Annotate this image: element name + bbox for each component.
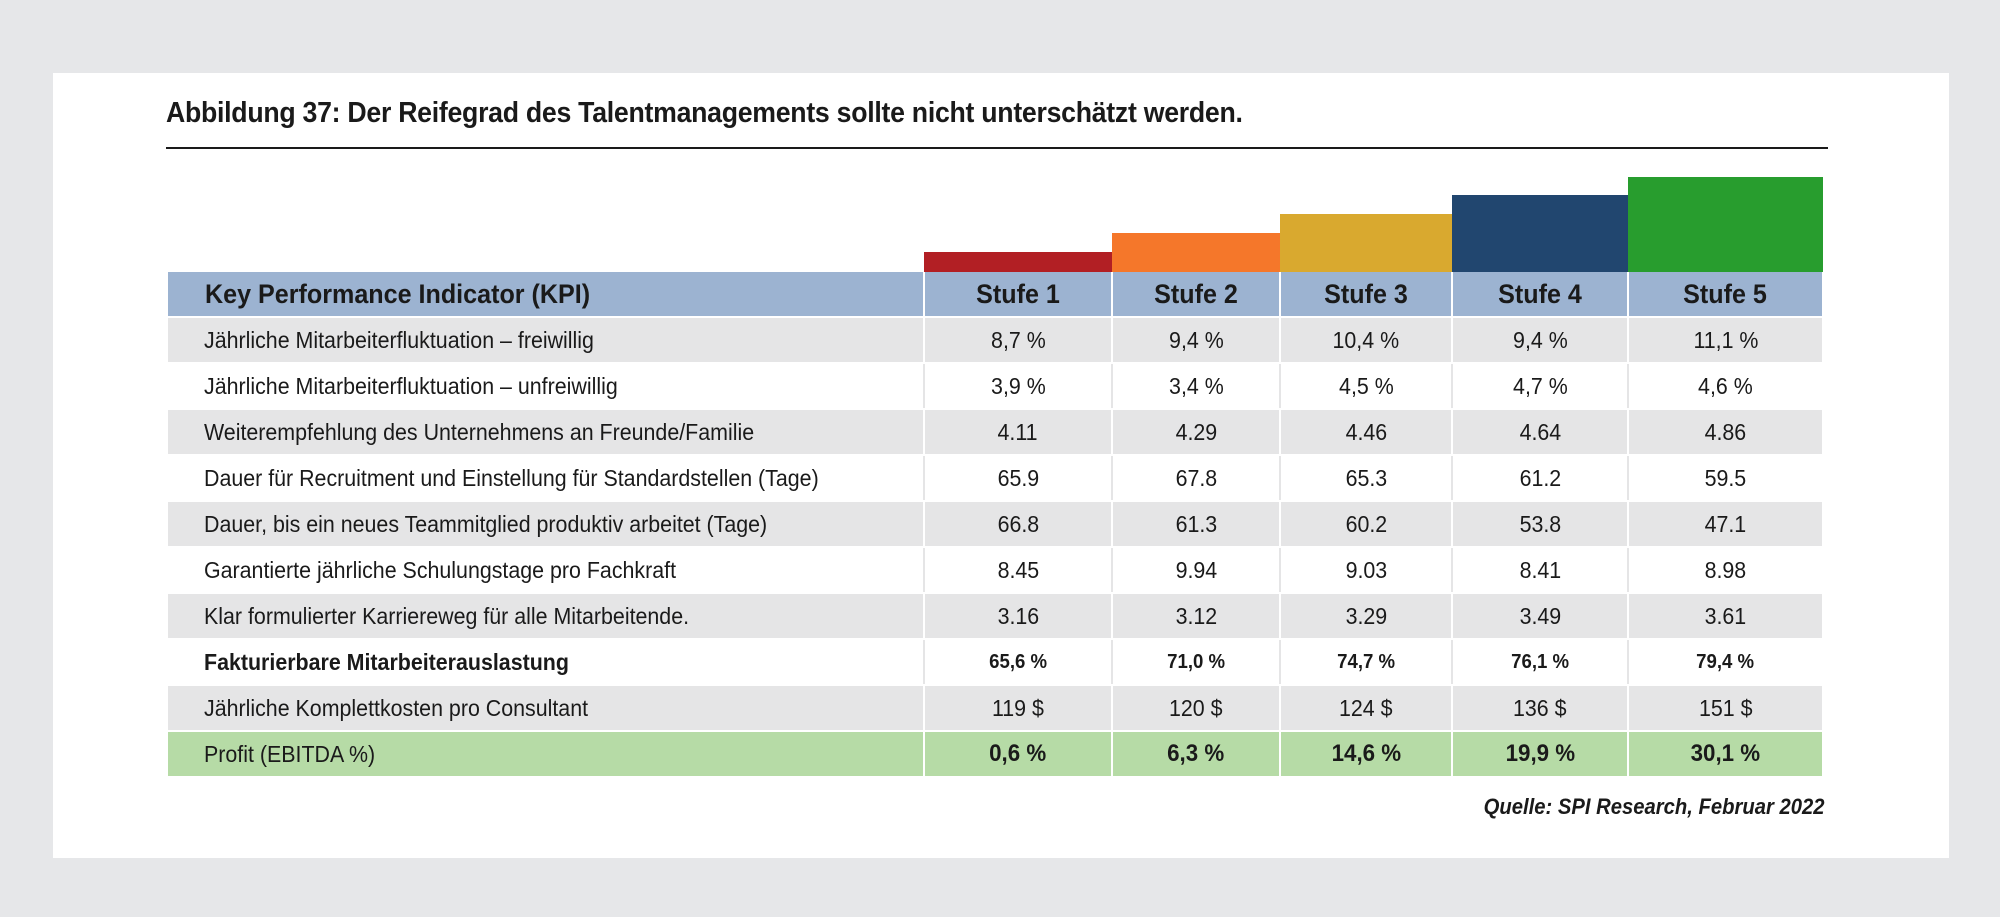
kpi-label: Profit (EBITDA %) <box>168 731 925 778</box>
kpi-value-stage-4: 53.8 <box>1452 501 1629 548</box>
kpi-value-stage-2: 71,0 % <box>1112 639 1281 686</box>
kpi-value-stage-2: 120 $ <box>1112 685 1281 732</box>
table-row: Klar formulierter Karriereweg für alle M… <box>168 593 1824 640</box>
kpi-value-stage-1: 66.8 <box>924 501 1113 548</box>
kpi-value-stage-5: 59.5 <box>1628 455 1824 502</box>
kpi-value-stage-3: 65.3 <box>1280 455 1453 502</box>
kpi-value-stage-4: 4.64 <box>1452 409 1629 456</box>
kpi-label: Jährliche Mitarbeiterfluktuation – freiw… <box>168 317 925 364</box>
kpi-value-stage-5: 8.98 <box>1628 547 1824 594</box>
kpi-value-stage-5: 4,6 % <box>1628 363 1824 410</box>
kpi-value-stage-1: 119 $ <box>924 685 1113 732</box>
step-bar-4 <box>1452 195 1628 272</box>
kpi-value-stage-2: 67.8 <box>1112 455 1281 502</box>
stage-header-1: Stufe 1 <box>924 272 1113 318</box>
source-note: Quelle: SPI Research, Februar 2022 <box>1484 794 1825 819</box>
kpi-value-stage-5: 79,4 % <box>1628 639 1824 686</box>
kpi-table: Key Performance Indicator (KPI) Stufe 1 … <box>168 272 1824 778</box>
stage-header-2: Stufe 2 <box>1112 272 1281 318</box>
kpi-value-stage-5: 11,1 % <box>1628 317 1824 364</box>
kpi-label: Klar formulierter Karriereweg für alle M… <box>168 593 925 640</box>
kpi-value-stage-3: 124 $ <box>1280 685 1453 732</box>
kpi-value-stage-1: 3,9 % <box>924 363 1113 410</box>
kpi-value-stage-3: 3.29 <box>1280 593 1453 640</box>
kpi-value-stage-3: 14,6 % <box>1280 731 1453 778</box>
kpi-value-stage-3: 4,5 % <box>1280 363 1453 410</box>
table-row: Jährliche Mitarbeiterfluktuation – unfre… <box>168 363 1824 410</box>
kpi-value-stage-1: 3.16 <box>924 593 1113 640</box>
table-row: Weiterempfehlung des Unternehmens an Fre… <box>168 409 1824 456</box>
kpi-value-stage-1: 0,6 % <box>924 731 1113 778</box>
kpi-value-stage-2: 3.12 <box>1112 593 1281 640</box>
step-bar-5 <box>1628 177 1823 272</box>
table-row: Dauer für Recruitment und Einstellung fü… <box>168 455 1824 502</box>
title-divider <box>166 147 1828 149</box>
kpi-value-stage-5: 47.1 <box>1628 501 1824 548</box>
kpi-value-stage-5: 4.86 <box>1628 409 1824 456</box>
kpi-value-stage-3: 4.46 <box>1280 409 1453 456</box>
step-bar-2 <box>1112 233 1280 272</box>
kpi-label: Dauer für Recruitment und Einstellung fü… <box>168 455 925 502</box>
stage-header-3: Stufe 3 <box>1280 272 1453 318</box>
kpi-value-stage-3: 74,7 % <box>1280 639 1453 686</box>
step-bar-1 <box>924 252 1112 272</box>
table-row: Profit (EBITDA %) 0,6 % 6,3 % 14,6 % 19,9 % 3… <box>168 731 1824 778</box>
table-row: Fakturierbare Mitarbeiterauslastung 65,6 … <box>168 639 1824 686</box>
kpi-value-stage-4: 136 $ <box>1452 685 1629 732</box>
kpi-value-stage-4: 9,4 % <box>1452 317 1629 364</box>
table-header-row: Key Performance Indicator (KPI) Stufe 1 … <box>168 272 1824 318</box>
kpi-value-stage-5: 30,1 % <box>1628 731 1824 778</box>
stage-header-4: Stufe 4 <box>1452 272 1629 318</box>
step-bar-3 <box>1280 214 1452 272</box>
kpi-value-stage-1: 65,6 % <box>924 639 1113 686</box>
kpi-value-stage-2: 3,4 % <box>1112 363 1281 410</box>
kpi-value-stage-1: 4.11 <box>924 409 1113 456</box>
kpi-label: Weiterempfehlung des Unternehmens an Fre… <box>168 409 925 456</box>
table-row: Dauer, bis ein neues Teammitglied produk… <box>168 501 1824 548</box>
figure-title: Abbildung 37: Der Reifegrad des Talentma… <box>166 97 1243 129</box>
kpi-value-stage-3: 10,4 % <box>1280 317 1453 364</box>
kpi-value-stage-4: 76,1 % <box>1452 639 1629 686</box>
kpi-value-stage-4: 19,9 % <box>1452 731 1629 778</box>
stage-header-5: Stufe 5 <box>1628 272 1824 318</box>
kpi-value-stage-2: 61.3 <box>1112 501 1281 548</box>
kpi-label: Dauer, bis ein neues Teammitglied produk… <box>168 501 925 548</box>
kpi-value-stage-5: 3.61 <box>1628 593 1824 640</box>
kpi-label: Fakturierbare Mitarbeiterauslastung <box>168 639 925 686</box>
kpi-value-stage-3: 9.03 <box>1280 547 1453 594</box>
kpi-value-stage-4: 61.2 <box>1452 455 1629 502</box>
kpi-value-stage-2: 4.29 <box>1112 409 1281 456</box>
kpi-value-stage-5: 151 $ <box>1628 685 1824 732</box>
kpi-label: Jährliche Mitarbeiterfluktuation – unfre… <box>168 363 925 410</box>
kpi-value-stage-1: 65.9 <box>924 455 1113 502</box>
kpi-value-stage-2: 9,4 % <box>1112 317 1281 364</box>
kpi-label: Garantierte jährliche Schulungstage pro … <box>168 547 925 594</box>
kpi-value-stage-3: 60.2 <box>1280 501 1453 548</box>
table-row: Garantierte jährliche Schulungstage pro … <box>168 547 1824 594</box>
kpi-value-stage-1: 8.45 <box>924 547 1113 594</box>
kpi-column-header: Key Performance Indicator (KPI) <box>168 272 925 318</box>
table-row: Jährliche Mitarbeiterfluktuation – freiw… <box>168 317 1824 364</box>
kpi-value-stage-4: 3.49 <box>1452 593 1629 640</box>
kpi-value-stage-4: 8.41 <box>1452 547 1629 594</box>
kpi-value-stage-1: 8,7 % <box>924 317 1113 364</box>
table-row: Jährliche Komplettkosten pro Consultant 1… <box>168 685 1824 732</box>
kpi-label: Jährliche Komplettkosten pro Consultant <box>168 685 925 732</box>
kpi-value-stage-2: 6,3 % <box>1112 731 1281 778</box>
kpi-value-stage-2: 9.94 <box>1112 547 1281 594</box>
kpi-value-stage-4: 4,7 % <box>1452 363 1629 410</box>
